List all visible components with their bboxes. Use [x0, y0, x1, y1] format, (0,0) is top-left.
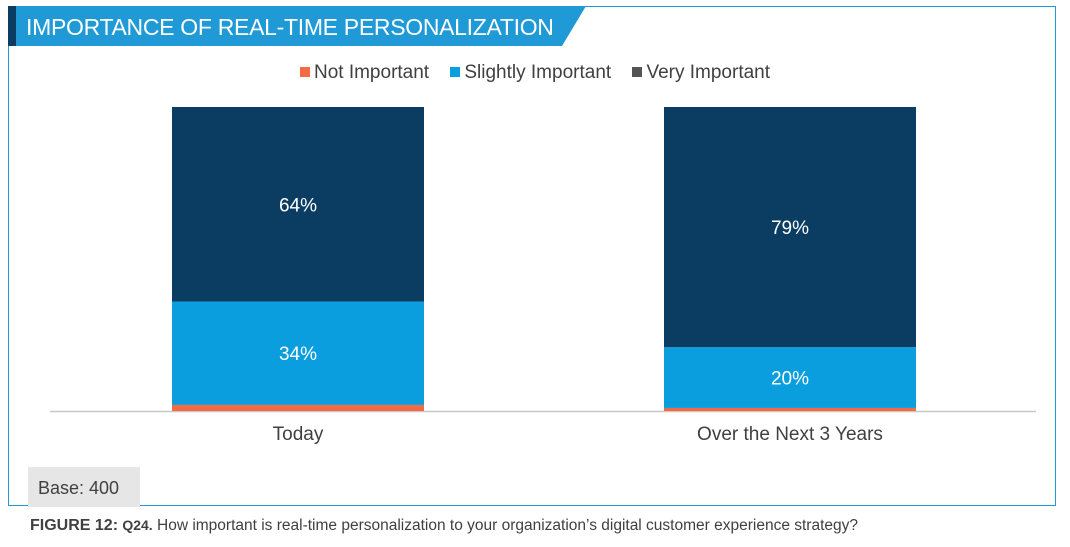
legend-label-slightly-important: Slightly Important — [464, 62, 612, 83]
data-label-very-important-1: 79% — [771, 218, 809, 239]
title-banner-shape — [8, 6, 586, 46]
legend-swatch-very-important — [632, 67, 643, 77]
stacked-bar-chart: 34% 64% Today 20% 79% Over the Next 3 Years — [50, 107, 1036, 445]
bar-segment-very-important-1 — [664, 107, 916, 348]
category-label-0: Today — [273, 424, 324, 445]
data-label-slightly-important-1: 20% — [771, 369, 809, 390]
figure-caption: FIGURE 12: Q24. How important is real-ti… — [30, 517, 858, 535]
bar-segment-very-important-0 — [172, 107, 424, 302]
title-banner-fill — [16, 6, 586, 46]
legend-swatch-slightly-important — [450, 67, 461, 77]
legend-label-not-important: Not Important — [313, 62, 430, 83]
bar-segment-slightly-important-1 — [664, 347, 916, 408]
bar-segment-slightly-important-0 — [172, 301, 424, 405]
chart-legend: Not Important Slightly Important Very Im… — [0, 62, 1070, 84]
legend-item-slightly-important: Slightly Important — [450, 62, 611, 84]
title-accent-strip — [8, 6, 16, 46]
category-label-1: Over the Next 3 Years — [697, 424, 883, 445]
question-text: How important is real-time personalizati… — [157, 517, 858, 534]
bar-segment-not-important-0 — [172, 404, 424, 411]
data-label-slightly-important-0: 34% — [279, 344, 317, 365]
chart-title: IMPORTANCE OF REAL-TIME PERSONALIZATION — [26, 14, 554, 40]
data-label-very-important-0: 64% — [279, 195, 317, 216]
base-note: Base: 400 — [28, 467, 140, 507]
legend-item-not-important: Not Important — [299, 62, 430, 84]
legend-item-very-important: Very Important — [632, 62, 770, 84]
bar-segment-not-important-1 — [664, 407, 916, 411]
figure-label: FIGURE 12: — [30, 517, 119, 534]
legend-swatch-not-important — [299, 67, 310, 77]
legend-label-very-important: Very Important — [646, 62, 771, 83]
title-banner: IMPORTANCE OF REAL-TIME PERSONALIZATION — [8, 6, 586, 46]
question-label: Q24. — [122, 517, 153, 533]
